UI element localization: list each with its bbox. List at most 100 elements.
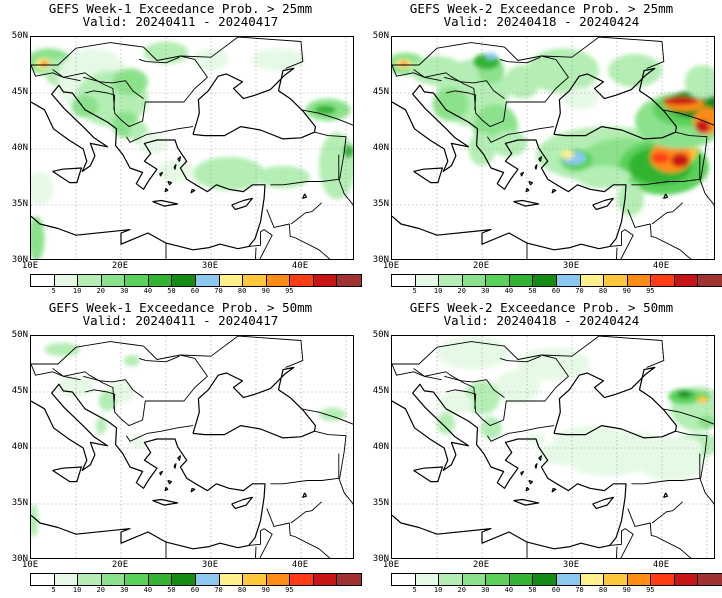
country-border: [31, 42, 208, 128]
colorbar-label: 20: [96, 287, 105, 295]
coastline: [551, 188, 557, 194]
colorbar-swatch: [243, 275, 267, 286]
colorbar-label: 95: [285, 586, 294, 594]
country-border: [699, 154, 714, 208]
colorbar-swatch: [462, 574, 487, 585]
colorbar-swatch: [486, 574, 510, 585]
colorbar-label: 70: [214, 287, 223, 295]
colorbar-swatch: [415, 574, 440, 585]
map-panel-4: GEFS Week-2 Exceedance Prob. > 50mm Valid…: [361, 299, 722, 598]
coastline: [553, 67, 677, 140]
country-border: [300, 408, 353, 425]
coastline: [553, 366, 677, 439]
colorbar-swatch: [313, 574, 338, 585]
probability-area: [31, 504, 39, 538]
latitude-label: 50N: [11, 31, 28, 41]
colorbar-label: 5: [412, 287, 417, 295]
longitude-label: 20E: [472, 560, 490, 570]
coastline: [513, 199, 540, 207]
longitude-label: 40E: [652, 261, 670, 271]
probability-area: [495, 369, 541, 404]
colorbar-swatch: [54, 275, 79, 286]
probability-area: [695, 119, 710, 134]
country-border: [541, 336, 665, 368]
panel-title: GEFS Week-1 Exceedance Prob. > 50mm: [48, 300, 313, 315]
colorbar-swatch: [651, 574, 675, 585]
colorbar-label: 95: [646, 287, 655, 295]
colorbar-swatch: [243, 574, 267, 585]
colorbar-label: 5: [412, 586, 417, 594]
colorbar-swatch: [290, 275, 314, 286]
map-panel-2: GEFS Week-2 Exceedance Prob. > 25mm Valid…: [361, 0, 722, 299]
map-canvas: [31, 336, 353, 558]
coastline: [177, 455, 181, 461]
coastline: [173, 164, 177, 170]
country-border: [616, 546, 618, 558]
probability-area: [40, 60, 49, 68]
longitude-label: 20E: [111, 261, 129, 271]
map-panel-3: GEFS Week-1 Exceedance Prob. > 50mm Valid…: [0, 299, 362, 598]
colorbar-swatch: [31, 574, 55, 585]
longitude-label: 10E: [382, 261, 400, 271]
coastline: [663, 492, 668, 498]
country-border: [609, 528, 634, 558]
colorbar-swatch: [392, 275, 416, 286]
colorbar-swatch: [313, 275, 338, 286]
probability-shading: [392, 48, 714, 217]
coastline: [528, 180, 533, 186]
coastline: [164, 187, 169, 193]
country-border: [300, 109, 353, 126]
colorbar-swatch: [78, 275, 102, 286]
probability-area: [464, 380, 500, 415]
colorbar-label: 60: [190, 586, 200, 594]
probability-map: [30, 335, 354, 559]
colorbar-label: 30: [120, 586, 129, 594]
coastline: [302, 193, 307, 199]
colorbar-label: 40: [143, 287, 153, 295]
coastline: [231, 197, 253, 211]
colorbar-swatch: [580, 574, 605, 585]
colorbar-label: 10: [72, 586, 82, 594]
colorbar-swatch: [172, 574, 196, 585]
colorbar-swatch: [148, 275, 173, 286]
probability-area: [31, 171, 54, 205]
probability-area: [662, 96, 698, 105]
colorbar-swatch: [556, 275, 581, 286]
country-border: [266, 209, 331, 259]
country-border: [661, 109, 714, 126]
colorbar-label: 95: [285, 287, 294, 295]
colorbar-swatch: [580, 275, 605, 286]
colorbar-swatch: [195, 574, 220, 585]
longitude-label: 40E: [291, 560, 309, 570]
colorbar-swatch: [54, 574, 79, 585]
country-border: [180, 336, 304, 368]
coastline: [173, 463, 177, 469]
longitude-label: 30E: [562, 560, 580, 570]
coastline: [413, 167, 443, 184]
coastline: [152, 199, 179, 207]
colorbar-swatch: [604, 574, 628, 585]
latitude-label: 45N: [11, 386, 28, 396]
coastline: [167, 479, 172, 485]
colorbar-swatch: [462, 275, 487, 286]
probability-area: [251, 48, 306, 71]
probability-area: [112, 68, 148, 96]
country-border: [499, 56, 541, 64]
colorbar-label: 50: [167, 586, 176, 594]
probability-area: [527, 48, 599, 93]
colorbar-swatch: [533, 275, 557, 286]
probability-area: [98, 390, 117, 412]
coastline: [528, 479, 533, 485]
latitude-label: 30N: [372, 255, 389, 265]
country-border: [499, 355, 541, 363]
coastline: [520, 470, 524, 476]
probability-area: [437, 412, 455, 435]
latitude-label: 30N: [372, 554, 389, 564]
colorbar-swatch: [674, 574, 699, 585]
country-border: [84, 90, 116, 110]
coastline: [413, 466, 443, 483]
panel-title: GEFS Week-2 Exceedance Prob. > 25mm: [409, 1, 674, 16]
longitude-label: 10E: [21, 560, 39, 570]
coastline: [52, 167, 82, 184]
probability-area: [651, 152, 670, 164]
